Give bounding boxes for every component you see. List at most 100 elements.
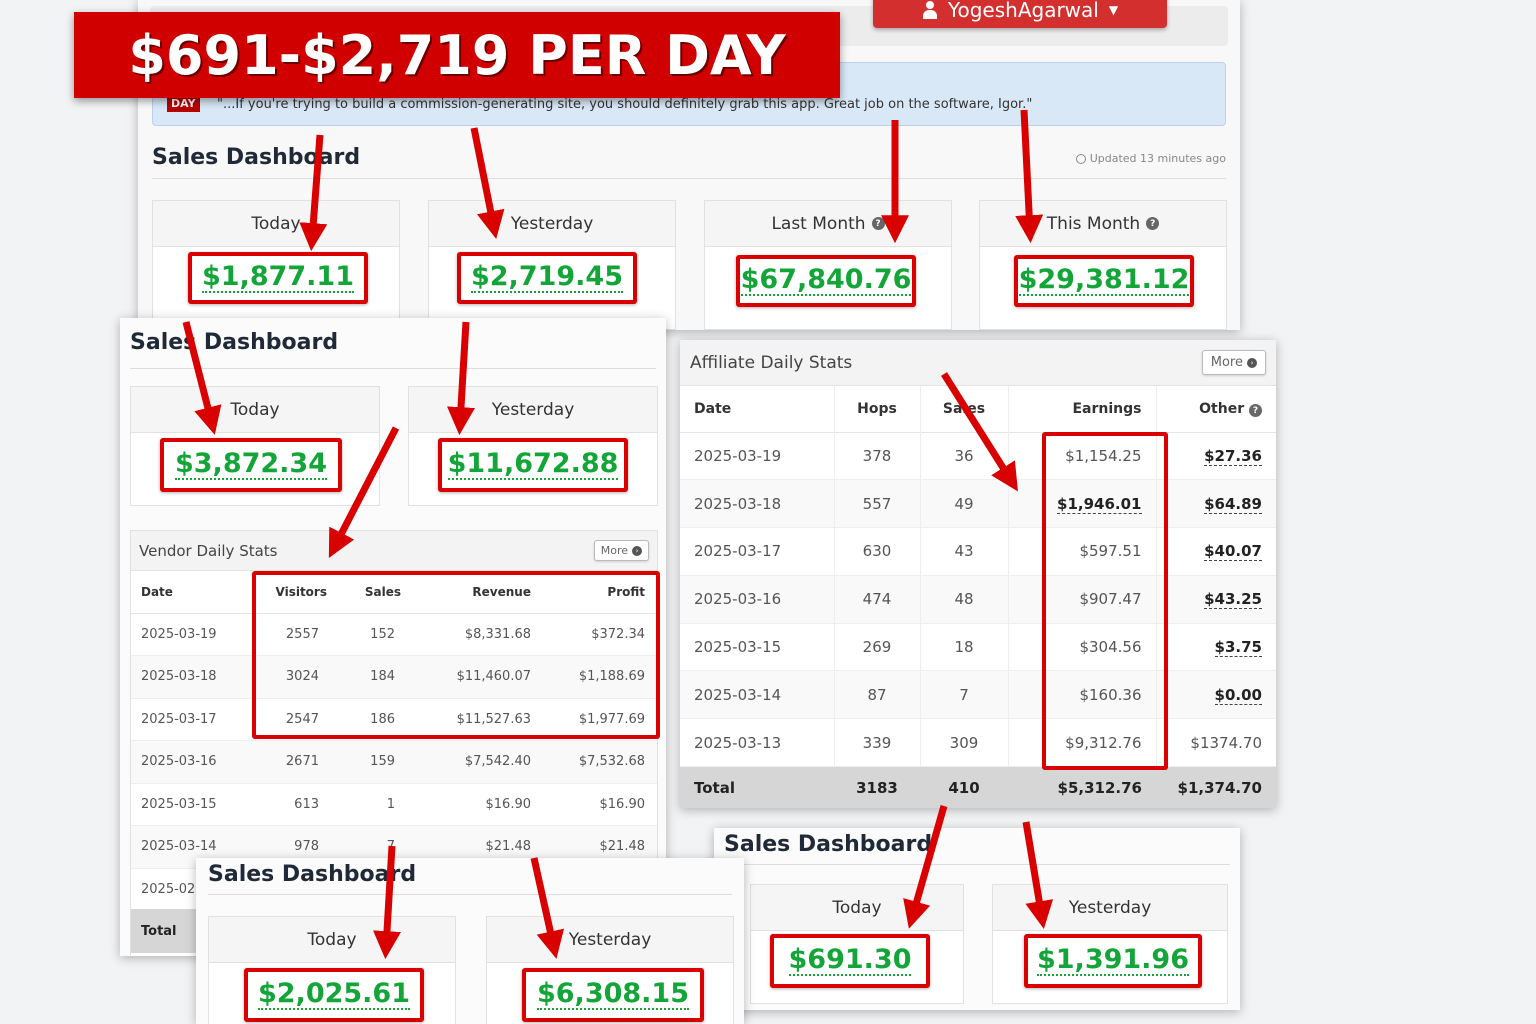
cell-date: 2025-03-15 <box>141 796 217 812</box>
affiliate-more-button[interactable]: More › <box>1201 350 1266 375</box>
stat-card-label: Today <box>307 929 357 950</box>
cell-hops: 339 <box>834 718 921 767</box>
cell-earnings-value: $304.56 <box>1079 638 1142 657</box>
total-label: Total <box>694 778 735 797</box>
cell-sales: 36 <box>920 432 1009 480</box>
amount-today-bottom-left: $2,025.61 <box>244 968 424 1022</box>
title-divider <box>208 894 732 895</box>
cell-date: 2025-03-14 <box>141 839 217 855</box>
amount-yesterday-bottom-right: $1,391.96 <box>1024 934 1202 988</box>
cell-date: 2025-03-19 <box>680 432 835 480</box>
user-name: YogeshAgarwal <box>947 0 1099 22</box>
cell-date: 2025-03-19 <box>141 626 217 642</box>
cell-visitors: 2557 <box>285 626 319 642</box>
cell-hops: 378 <box>834 432 921 480</box>
cell-earnings: $597.51 <box>1008 527 1157 576</box>
more-label: More <box>600 544 628 557</box>
amount-yesterday-mid: $11,672.88 <box>438 438 628 492</box>
amount-this-month-top: $29,381.12 <box>1014 255 1194 307</box>
cell-visitors: 613 <box>294 796 319 812</box>
cell-sales-value: 43 <box>954 542 974 561</box>
cell-sales: 159 <box>370 754 395 770</box>
col-visitors: Visitors <box>275 584 328 599</box>
cell-other: $3.75 <box>1156 623 1276 671</box>
info-icon[interactable]: ? <box>871 217 885 230</box>
table-row: 2025-03-18 557 49 $1,946.01 $64.89 <box>680 479 1276 528</box>
page-title: Sales Dashboard <box>724 832 933 857</box>
stat-card-label: Today <box>251 213 301 234</box>
cell-date: 2025-03-17 <box>680 527 835 576</box>
cell-profit: $1,977.69 <box>543 698 657 741</box>
cell-sales: 7 <box>920 670 1009 719</box>
col-sales: Sales <box>920 386 1009 432</box>
page-title: Sales Dashboard <box>152 145 361 170</box>
total-hops: 3183 <box>856 778 898 797</box>
cell-visitors: 978 <box>294 839 319 855</box>
cell-sales: 48 <box>920 575 1009 624</box>
cell-other: $64.89 <box>1156 480 1276 528</box>
info-icon[interactable]: ? <box>1146 217 1160 230</box>
cell-sales: 43 <box>920 527 1009 576</box>
cell-profit: $7,532.68 <box>543 740 657 784</box>
cell-date-value: 2025-03-15 <box>694 638 782 657</box>
cell-earnings: $304.56 <box>1008 623 1157 671</box>
cell-other: $43.25 <box>1156 575 1276 623</box>
cell-date-value: 2025-03-14 <box>694 685 782 704</box>
col-earnings: Earnings <box>1008 386 1157 432</box>
affiliate-total-row: Total 3183 410 $5,312.76 $1,374.70 <box>680 766 1276 808</box>
total-sales: 410 <box>948 778 980 797</box>
col-other-label: Other <box>1199 400 1245 417</box>
testimonial-text: "...If you're trying to build a commissi… <box>217 97 1033 112</box>
cell-earnings-value: $1,946.01 <box>1057 494 1142 514</box>
cell-date: 2025-03-16 <box>680 575 835 624</box>
cell-hops: 269 <box>834 623 921 671</box>
stat-card-label: Today <box>230 399 280 420</box>
stat-card-header: Yesterday <box>409 387 657 433</box>
cell-visitors: 2547 <box>285 711 319 727</box>
stat-card-label: Yesterday <box>568 929 652 950</box>
cell-earnings-value: $1,154.25 <box>1065 446 1142 465</box>
cell-sales-value: 36 <box>954 446 974 465</box>
cell-date: 2025-03-15 <box>680 623 835 671</box>
vendor-more-button[interactable]: More › <box>593 540 649 561</box>
headline-text: $691-$2,719 PER DAY <box>128 23 786 87</box>
table-row: 2025-03-16 2671 159 $7,542.40 $7,532.68 <box>131 740 657 784</box>
cell-sales: 309 <box>920 718 1009 767</box>
cell-sales-value: 18 <box>954 638 974 657</box>
stat-card-header: Yesterday <box>993 885 1227 931</box>
cell-sales: 186 <box>370 711 395 727</box>
cell-hops-value: 630 <box>862 542 892 561</box>
title-divider <box>724 864 1230 865</box>
cell-sales-value: 48 <box>954 590 974 609</box>
amount-yesterday-bottom-left: $6,308.15 <box>522 968 704 1022</box>
table-row: 2025-03-16 474 48 $907.47 $43.25 <box>680 575 1276 624</box>
cell-revenue: $11,460.07 <box>456 669 531 685</box>
cell-hops: 557 <box>834 479 921 528</box>
col-profit: Profit <box>607 584 645 599</box>
title-divider <box>130 368 656 369</box>
info-icon[interactable]: ? <box>1249 404 1262 417</box>
cell-sales-value: 7 <box>959 685 969 704</box>
stat-card-header: Today <box>153 201 399 247</box>
total-label: Total <box>141 923 177 939</box>
top-dashboard-panel: YogeshAgarwal ▼ DAY "...If you're trying… <box>138 0 1240 330</box>
cell-hops: 474 <box>834 575 921 624</box>
col-revenue: Revenue <box>472 584 531 599</box>
table-row: 2025-03-18 3024 184 $11,460.07 $1,188.69 <box>131 655 657 699</box>
caret-down-icon: ▼ <box>1108 3 1119 17</box>
page-title: Sales Dashboard <box>208 862 417 887</box>
cell-date: 2025-03-18 <box>680 479 835 528</box>
more-label: More <box>1210 355 1243 370</box>
affiliate-stats-table: Date Hops Sales Earnings Other ? 2025-03… <box>680 386 1276 808</box>
amount-yesterday-top: $2,719.45 <box>457 252 637 304</box>
cell-date-value: 2025-03-19 <box>694 446 782 465</box>
amount-today-top: $1,877.11 <box>188 252 368 304</box>
cell-other-value: $40.07 <box>1204 542 1262 562</box>
user-menu-button[interactable]: YogeshAgarwal ▼ <box>873 0 1167 28</box>
cell-earnings-value: $9,312.76 <box>1065 733 1142 752</box>
cell-other-value: $43.25 <box>1204 590 1262 610</box>
cell-date: 2025-03-16 <box>141 754 217 770</box>
cell-earnings-value: $907.47 <box>1079 590 1142 609</box>
cell-sales: 18 <box>920 623 1009 671</box>
cell-hops-value: 557 <box>862 494 892 513</box>
